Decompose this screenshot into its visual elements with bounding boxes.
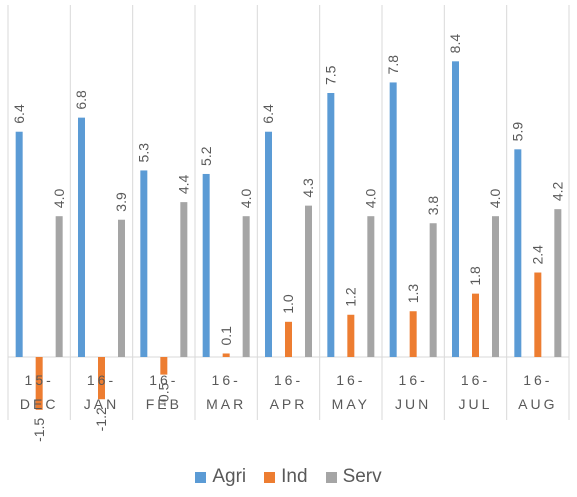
category-tick-label: 16-: [523, 372, 552, 388]
bar-serv: [118, 219, 125, 357]
legend-item: Agri: [195, 466, 246, 488]
category-tick-label: DEC: [20, 396, 59, 412]
bar-ind: [35, 357, 43, 410]
data-label: 1.8: [467, 266, 483, 286]
legend-swatch: [264, 471, 276, 483]
data-label: 0.1: [218, 326, 234, 346]
legend-item: Ind: [264, 466, 308, 488]
data-label: 4.0: [363, 189, 379, 209]
bar-agri: [265, 131, 272, 357]
category-tick-label: MAY: [332, 396, 370, 412]
data-label: 6.8: [73, 90, 89, 110]
bar-ind: [222, 353, 230, 357]
category-tick-label: 16-: [461, 372, 490, 388]
data-label: 4.0: [51, 189, 67, 209]
bar-ind: [472, 293, 479, 357]
bar-serv: [180, 202, 188, 357]
bar-serv: [429, 223, 437, 357]
bar-serv: [305, 205, 312, 357]
bar-serv: [55, 216, 63, 357]
data-label: 4.0: [487, 189, 503, 209]
bar-serv: [242, 216, 250, 357]
bar-serv: [492, 216, 499, 357]
data-label: 7.5: [323, 65, 339, 85]
bar-ind: [347, 314, 355, 357]
category-tick-label: 16-: [399, 372, 428, 388]
data-label: 5.9: [510, 122, 526, 142]
category-tick-label: 16-: [212, 372, 241, 388]
legend-swatch: [325, 471, 337, 483]
bar-serv: [554, 209, 562, 357]
category-tick-label: 16-: [87, 372, 116, 388]
category-tick-label: 16-: [149, 372, 178, 388]
bar-ind: [534, 272, 542, 357]
legend-swatch: [195, 471, 207, 483]
category-tick-label: 15-: [25, 372, 54, 388]
data-label: 8.4: [447, 34, 463, 54]
bar-serv: [367, 216, 375, 357]
category-tick-label: APR: [270, 396, 308, 412]
data-label: 5.2: [198, 146, 214, 166]
data-label: 7.8: [385, 55, 401, 75]
category-tick-label: JUL: [459, 396, 493, 412]
data-label: 4.2: [550, 181, 566, 201]
category-tick-label: JUN: [395, 396, 431, 412]
bar-agri: [78, 117, 85, 357]
bar-agri: [140, 170, 148, 357]
legend-label: Serv: [342, 466, 382, 487]
data-label: 1.0: [280, 294, 296, 314]
category-tick-label: 16-: [274, 372, 303, 388]
bar-ind: [98, 357, 105, 400]
bar-agri: [514, 149, 522, 357]
bar-ind: [409, 311, 417, 357]
bar-agri: [15, 131, 23, 357]
data-label: 5.3: [136, 143, 152, 163]
legend-label: Agri: [212, 466, 247, 487]
category-tick-label: FEB: [146, 396, 182, 412]
legend-label: Ind: [281, 466, 308, 487]
data-label: 4.0: [238, 189, 254, 209]
bar-agri: [202, 173, 210, 357]
bar-ind: [160, 357, 168, 375]
data-label: -1.5: [31, 418, 47, 442]
data-label: 1.2: [343, 287, 359, 307]
category-tick-label: MAR: [206, 396, 246, 412]
bar-ind: [285, 321, 292, 357]
data-label: 4.3: [300, 178, 316, 198]
data-label: 2.4: [530, 245, 546, 265]
data-label: 6.4: [260, 104, 276, 124]
data-label: -0.5: [156, 382, 172, 406]
bar-chart: 6.4 6.8 5.3 5.2 6.4 7.5 7.8 8.4 5.9 -1.5 -1.2 -0.5 0…: [7, 5, 570, 442]
data-label: 6.4: [11, 104, 27, 124]
category-tick-label: AUG: [518, 396, 557, 412]
legend: Agri Ind Serv: [0, 466, 577, 488]
data-label: -1.2: [93, 407, 109, 431]
category-tick-label: 16-: [336, 372, 365, 388]
bar-agri: [389, 82, 397, 357]
data-label: 1.3: [405, 284, 421, 304]
data-label: 4.4: [176, 174, 192, 194]
category-tick-label: JAN: [84, 396, 119, 412]
bar-agri: [327, 93, 335, 357]
legend-item: Serv: [325, 466, 382, 488]
data-label: 3.9: [113, 192, 129, 212]
bar-agri: [452, 61, 459, 357]
data-label: 3.8: [425, 196, 441, 216]
